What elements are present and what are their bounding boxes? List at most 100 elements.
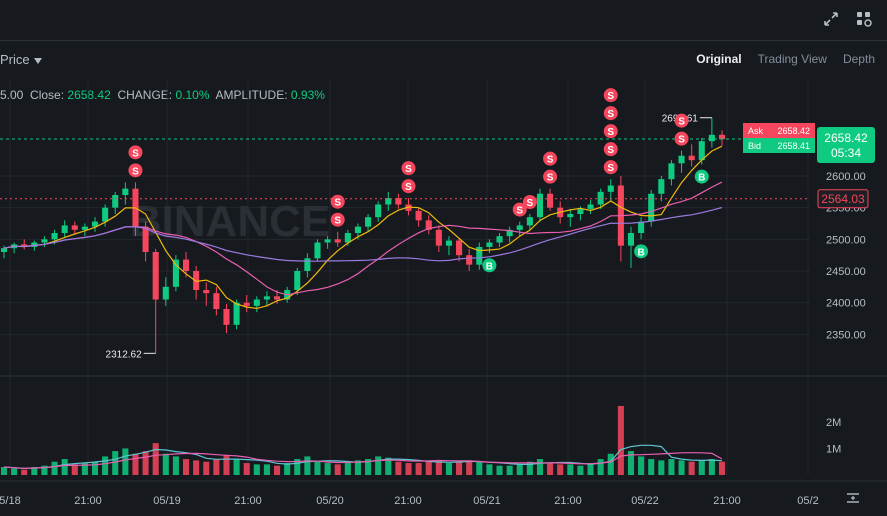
ma-line-short (3, 145, 723, 310)
amplitude-label: AMPLITUDE: (215, 88, 288, 102)
volume-bar (51, 461, 58, 475)
sell-marker-icon (603, 124, 618, 139)
candle-body (648, 193, 655, 222)
volume-bar (405, 463, 412, 475)
volume-bar (435, 460, 442, 475)
candle-body (597, 191, 604, 205)
sell-marker-label: S (334, 216, 341, 227)
volume-bar (61, 459, 68, 475)
candle-body (547, 193, 554, 208)
candle-body (21, 244, 28, 247)
price-tick-label: 2500.00 (826, 234, 866, 246)
candle-body (638, 221, 645, 233)
candle-body (233, 302, 240, 325)
volume-tick-label: 1M (826, 443, 841, 455)
axis-settings-icon[interactable] (847, 493, 859, 503)
volume-bar (587, 463, 594, 475)
candle-body (0, 248, 8, 252)
volume-bar (233, 459, 240, 475)
candle-body (688, 155, 695, 161)
candle-body (91, 221, 99, 227)
volume-bar (536, 459, 544, 475)
candle-body (668, 163, 675, 180)
change-value: 0.10% (175, 88, 210, 102)
sell-marker-icon (512, 202, 527, 217)
candle-body (41, 239, 48, 243)
candle-body (496, 236, 503, 243)
candle-body (314, 242, 321, 259)
volume-bar (617, 405, 624, 475)
volume-bar (354, 460, 361, 475)
sell-marker-icon (603, 88, 618, 103)
price-dropdown-label: Price (0, 52, 30, 67)
volume-bar (607, 453, 614, 475)
volume-bar (203, 461, 210, 475)
volume-bar (152, 443, 159, 475)
volume-bar (172, 456, 179, 475)
candle-body (193, 271, 200, 290)
volume-bar (627, 451, 635, 475)
volume-bar (284, 463, 291, 475)
volume-bar (668, 459, 675, 475)
candle-body (182, 259, 190, 271)
volume-ma-long (3, 452, 723, 470)
change-label: CHANGE: (117, 88, 173, 102)
volume-bar (304, 456, 311, 475)
sell-marker-label: S (607, 91, 614, 102)
volume-bar (41, 465, 48, 475)
volume-bar (385, 457, 392, 475)
sell-marker-icon (674, 131, 689, 146)
expand-icon[interactable] (822, 10, 840, 28)
candle-body (476, 246, 483, 265)
candle-body (102, 207, 109, 222)
sell-marker-label: S (607, 145, 614, 156)
last-price-label: 2658.42 (824, 131, 868, 145)
sell-marker-label: S (132, 148, 139, 159)
volume-bar (0, 467, 8, 475)
volume-bar (243, 463, 250, 475)
sell-marker-icon (401, 161, 416, 176)
open-value: 5.00 (0, 88, 24, 102)
tab-depth[interactable]: Depth (842, 52, 875, 66)
candle-body (486, 242, 493, 247)
price-tick-label: 2600.00 (826, 171, 866, 183)
tab-trading-view[interactable]: Trading View (757, 52, 827, 66)
candle-body (678, 155, 685, 164)
sell-marker-label: S (405, 164, 412, 175)
sell-marker-label: S (607, 163, 614, 174)
alert-price-tag (817, 189, 869, 209)
volume-bar (162, 453, 169, 475)
volume-bar (122, 448, 129, 475)
volume-bar (698, 460, 705, 475)
candle-body (223, 309, 230, 325)
volume-bar (557, 464, 564, 475)
volume-bar (577, 465, 584, 475)
grid-settings-icon[interactable] (855, 10, 873, 28)
candle-body (405, 204, 412, 211)
candle-body (334, 239, 341, 243)
time-tick-label: 21:00 (234, 495, 262, 507)
candle-body (294, 271, 301, 290)
volume-ma-short (3, 444, 723, 470)
sell-marker-label: S (547, 173, 554, 184)
candle-body (506, 229, 513, 237)
top-bar (0, 0, 887, 41)
volume-bar (334, 464, 341, 475)
tab-original[interactable]: Original (696, 52, 742, 66)
time-tick-label: 05/2 (797, 495, 818, 507)
sell-marker-label: S (547, 155, 554, 166)
volume-bar (476, 461, 483, 475)
sell-marker-icon (674, 113, 689, 128)
volume-bar (142, 451, 149, 475)
candle-body (263, 296, 270, 300)
candle-body (213, 293, 220, 309)
bid-label: Bid (748, 141, 761, 151)
volume-bar (274, 465, 281, 475)
price-dropdown[interactable]: Price (0, 52, 42, 67)
candle-body (365, 217, 372, 227)
candle-body (243, 302, 250, 306)
sell-marker-label: S (607, 109, 614, 120)
candlestick-chart[interactable]: BINANCE2350.002400.002450.002500.002550.… (0, 80, 887, 516)
candle-body (162, 286, 169, 300)
sell-marker-icon (603, 106, 618, 121)
